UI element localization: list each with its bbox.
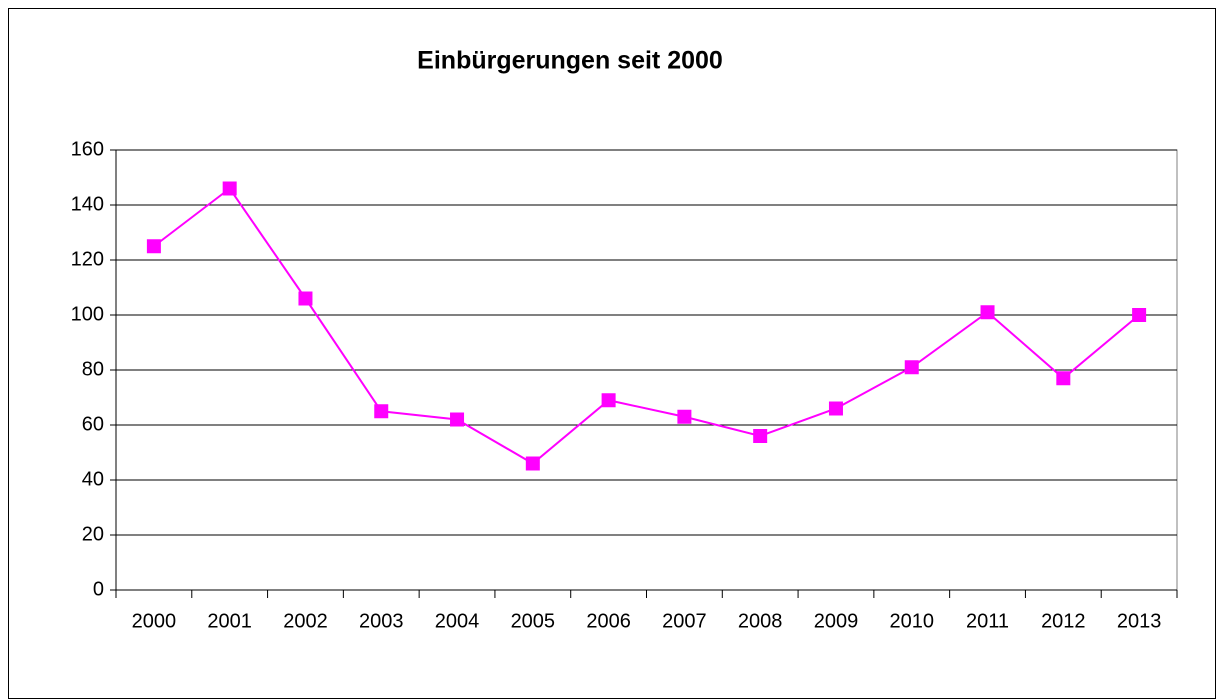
marker	[450, 412, 465, 427]
y-tick-label: 120	[71, 248, 104, 270]
x-tick-label: 2006	[586, 610, 631, 632]
marker	[525, 456, 540, 471]
marker	[601, 393, 616, 408]
x-tick-label: 2001	[207, 610, 252, 632]
marker	[904, 360, 919, 375]
marker	[222, 181, 237, 196]
x-tick-label: 2000	[132, 610, 177, 632]
y-tick-label: 0	[93, 578, 104, 600]
marker	[980, 305, 995, 320]
x-tick-label: 2003	[359, 610, 404, 632]
y-tick-label: 140	[71, 193, 104, 215]
marker	[753, 429, 768, 443]
marker	[1132, 308, 1147, 322]
marker	[1056, 371, 1071, 386]
marker	[677, 409, 692, 424]
x-tick-label: 2008	[738, 610, 783, 632]
marker	[374, 404, 389, 419]
x-tick-label: 2004	[435, 610, 480, 632]
x-tick-label: 2012	[1041, 610, 1086, 632]
x-tick-label: 2010	[890, 610, 935, 632]
y-tick-label: 40	[82, 468, 104, 490]
y-tick-label: 20	[82, 523, 104, 545]
x-tick-label: 2005	[511, 610, 556, 632]
x-tick-label: 2013	[1117, 610, 1162, 632]
line	[153, 187, 1140, 465]
marker	[828, 401, 843, 416]
marker	[298, 291, 313, 306]
chart-title: Einbürgerungen seit 2000	[417, 47, 723, 75]
marker	[146, 239, 161, 254]
x-tick-label: 2007	[662, 610, 707, 632]
y-tick-label: 80	[82, 358, 104, 380]
y-tick-label: 160	[71, 138, 104, 160]
y-tick-label: 100	[71, 303, 104, 325]
x-tick-label: 2002	[283, 610, 328, 632]
x-tick-label: 2011	[966, 610, 1009, 632]
x-tick-label: 2009	[814, 610, 859, 632]
y-tick-label: 60	[82, 413, 104, 435]
